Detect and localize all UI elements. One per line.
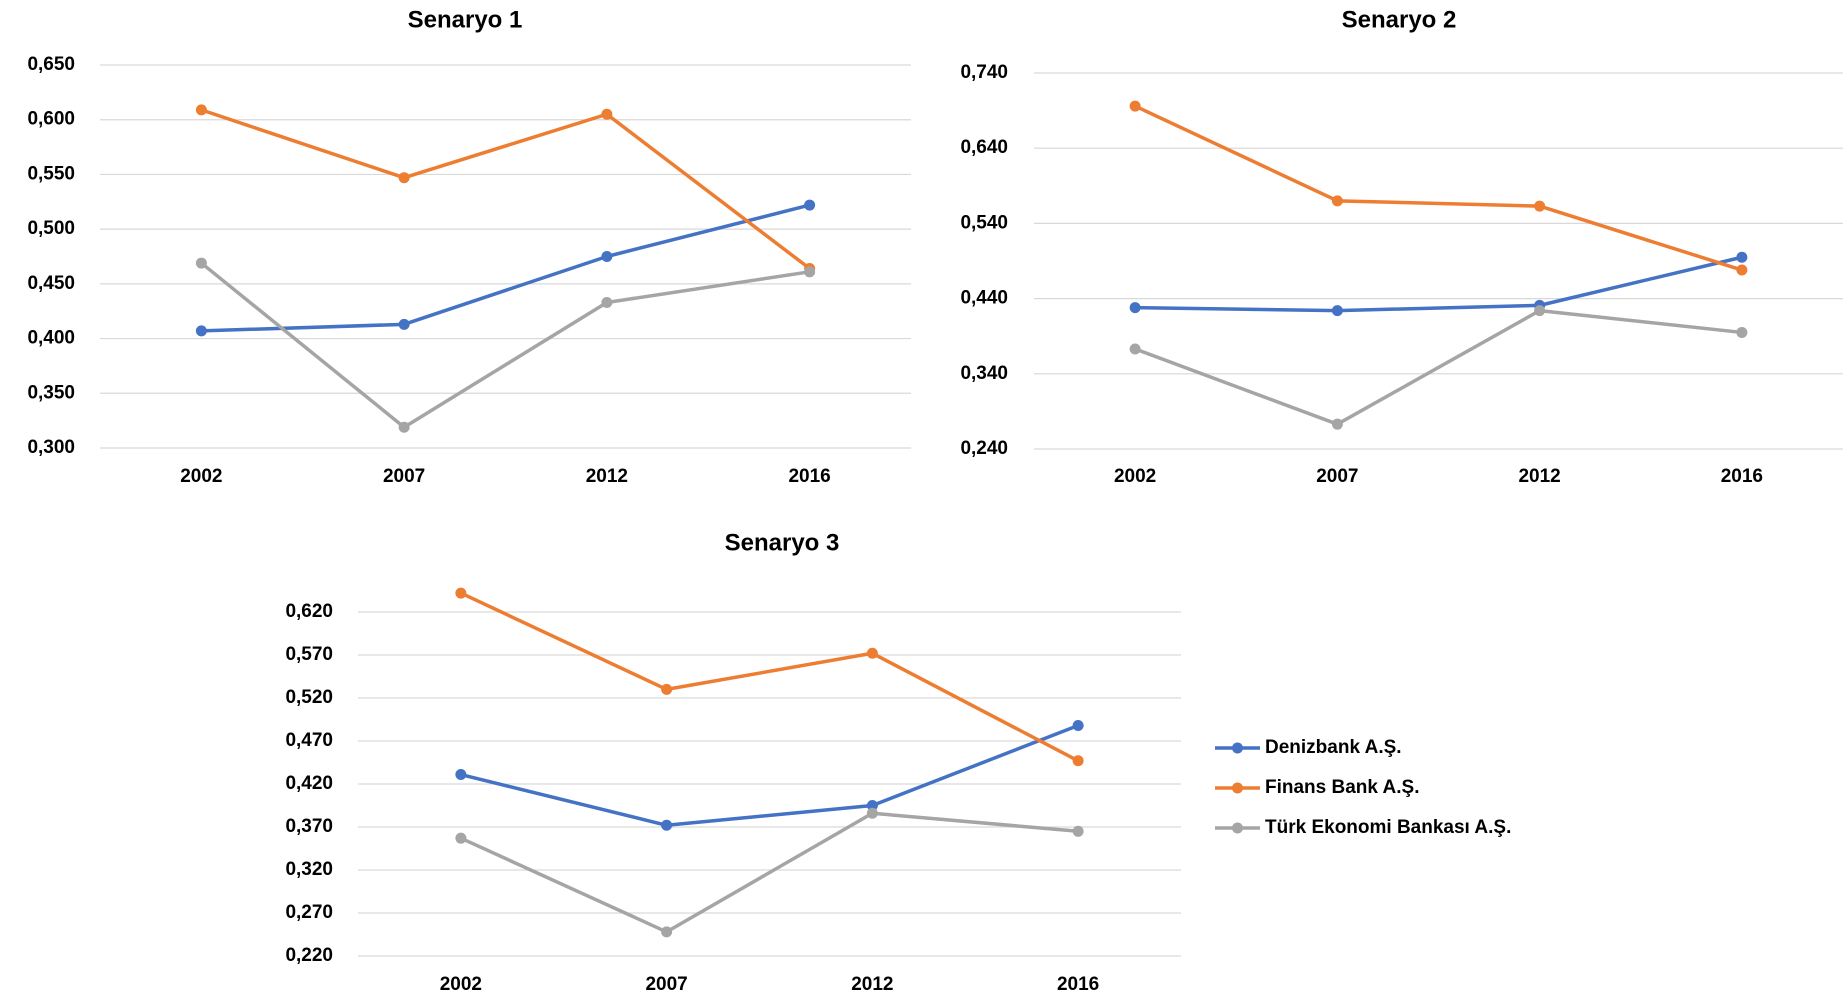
- data-point: [1534, 305, 1546, 317]
- data-point: [661, 819, 673, 831]
- series-line: [460, 811, 1079, 934]
- data-point: [1534, 200, 1546, 212]
- y-tick-label: 0,570: [285, 644, 333, 665]
- series-line: [460, 723, 1079, 828]
- data-point: [195, 325, 207, 337]
- y-tick-label: 0,450: [27, 273, 75, 294]
- data-point: [601, 108, 613, 120]
- x-tick-label: 2007: [383, 466, 425, 487]
- data-point: [455, 769, 467, 781]
- data-point: [866, 807, 878, 819]
- data-point: [1736, 326, 1748, 338]
- data-point: [661, 926, 673, 938]
- y-tick-label: 0,440: [960, 288, 1008, 309]
- y-tick-label: 0,540: [960, 212, 1008, 233]
- legend-marker: [1232, 822, 1243, 834]
- y-tick-label: 0,350: [27, 382, 75, 403]
- y-tick-label: 0,640: [960, 137, 1008, 158]
- legend-label: Denizbank A.Ş.: [1265, 737, 1402, 758]
- x-tick-label: 2012: [1518, 466, 1560, 487]
- x-tick-label: 2016: [1057, 974, 1099, 995]
- x-tick-label: 2016: [788, 466, 830, 487]
- x-tick-label: 2012: [851, 974, 893, 995]
- y-tick-label: 0,270: [285, 902, 333, 923]
- data-point: [1072, 720, 1084, 732]
- data-point: [455, 832, 467, 844]
- y-tick-label: 0,520: [285, 687, 333, 708]
- series-line: [200, 108, 811, 270]
- y-tick-label: 0,300: [27, 437, 75, 458]
- legend-marker: [1232, 782, 1243, 794]
- data-point: [661, 683, 673, 695]
- y-tick-label: 0,550: [27, 163, 75, 184]
- legend-marker: [1232, 742, 1243, 754]
- data-point: [1331, 305, 1343, 317]
- y-tick-label: 0,240: [960, 438, 1008, 459]
- series-line: [201, 203, 811, 333]
- chart-title: Senaryo 3: [725, 529, 840, 556]
- x-tick-label: 2007: [645, 974, 687, 995]
- x-tick-label: 2002: [180, 466, 222, 487]
- data-point: [398, 172, 410, 184]
- data-point: [601, 251, 613, 262]
- x-tick-label: 2002: [1114, 466, 1156, 487]
- data-point: [804, 266, 816, 278]
- data-point: [1331, 418, 1343, 430]
- x-tick-label: 2016: [1721, 466, 1763, 487]
- data-point: [866, 800, 878, 811]
- data-point: [1129, 302, 1141, 314]
- x-tick-label: 2002: [440, 974, 482, 995]
- y-tick-label: 0,740: [960, 62, 1008, 83]
- data-point: [195, 257, 207, 269]
- data-point: [601, 296, 613, 308]
- legend-label: Türk Ekonomi Bankası A.Ş.: [1265, 817, 1511, 838]
- data-point: [804, 199, 816, 211]
- data-point: [398, 318, 410, 330]
- y-tick-label: 0,340: [960, 363, 1008, 384]
- chart-title: Senaryo 1: [408, 6, 523, 33]
- x-tick-label: 2012: [586, 466, 628, 487]
- data-point: [195, 104, 207, 116]
- y-tick-label: 0,650: [27, 54, 75, 75]
- y-tick-label: 0,500: [27, 218, 75, 239]
- data-point: [1072, 755, 1084, 767]
- data-point: [455, 587, 467, 599]
- y-tick-label: 0,400: [27, 328, 75, 349]
- data-point: [1072, 825, 1084, 837]
- series-line: [1134, 308, 1743, 426]
- data-point: [1736, 264, 1748, 276]
- data-point: [398, 421, 410, 433]
- y-tick-label: 0,320: [285, 859, 333, 880]
- data-point: [1129, 343, 1141, 355]
- y-tick-label: 0,370: [285, 816, 333, 837]
- y-tick-label: 0,420: [285, 773, 333, 794]
- data-point: [1736, 251, 1748, 263]
- series-line: [1134, 104, 1743, 272]
- chart-title: Senaryo 2: [1342, 6, 1457, 33]
- data-point: [866, 647, 878, 659]
- y-tick-label: 0,470: [285, 730, 333, 751]
- y-tick-label: 0,600: [27, 109, 75, 130]
- series-line: [200, 261, 810, 429]
- x-tick-label: 2007: [1316, 466, 1358, 487]
- series-line: [460, 591, 1079, 763]
- y-tick-label: 0,220: [285, 945, 333, 966]
- series-line: [1135, 255, 1743, 313]
- data-point: [1129, 100, 1141, 112]
- data-point: [1331, 195, 1343, 207]
- legend-label: Finans Bank A.Ş.: [1265, 777, 1420, 798]
- y-tick-label: 0,620: [285, 601, 333, 622]
